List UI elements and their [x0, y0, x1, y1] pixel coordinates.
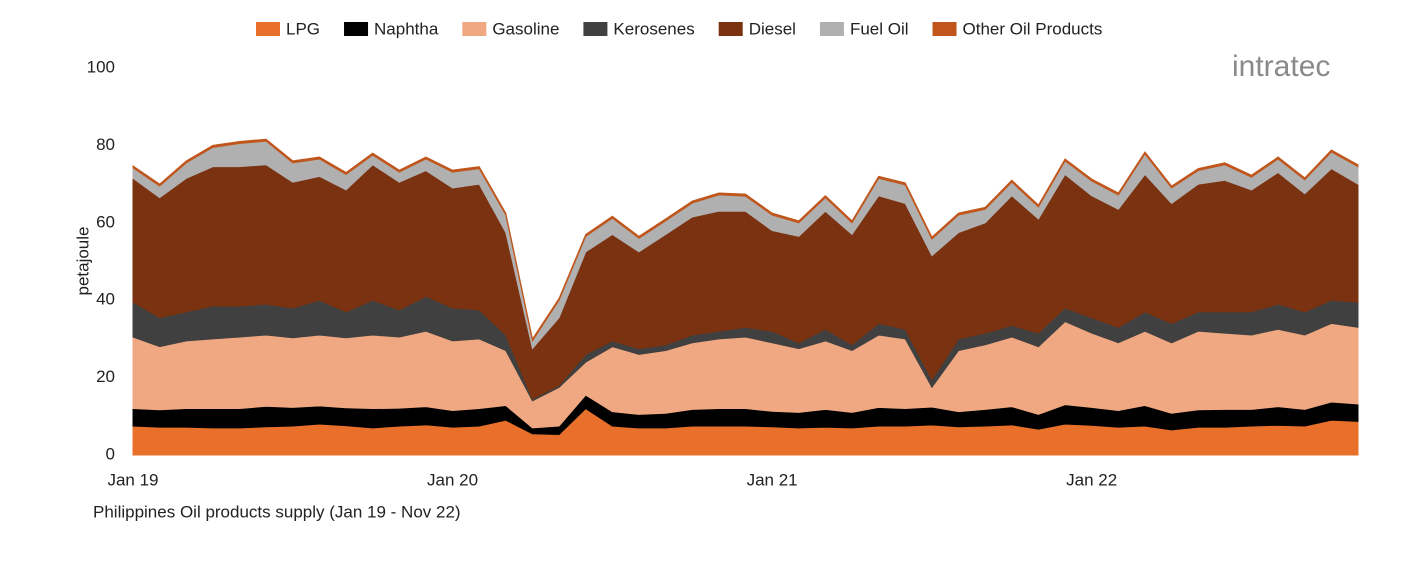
y-axis-label: petajoule	[73, 226, 92, 295]
legend-swatch	[344, 22, 369, 36]
legend-label: Gasoline	[492, 19, 559, 38]
legend-swatch	[932, 22, 957, 36]
legend-label: Fuel Oil	[850, 19, 909, 38]
y-tick-label: 0	[106, 444, 115, 463]
legend-label: Naphtha	[374, 19, 439, 38]
x-tick-label: Jan 22	[1066, 470, 1117, 489]
x-tick-label: Jan 19	[107, 470, 158, 489]
y-tick-label: 40	[96, 290, 115, 309]
legend-label: Diesel	[749, 19, 796, 38]
legend-swatch	[462, 22, 487, 36]
logo: intratec	[1232, 50, 1330, 83]
x-tick-label: Jan 21	[747, 470, 798, 489]
caption: Philippines Oil products supply (Jan 19 …	[93, 502, 461, 521]
legend-label: Kerosenes	[613, 19, 694, 38]
legend-swatch	[819, 22, 844, 36]
x-tick-label: Jan 20	[427, 470, 478, 489]
legend-label: LPG	[286, 19, 320, 38]
y-tick-label: 20	[96, 367, 115, 386]
legend-label: Other Oil Products	[963, 19, 1103, 38]
y-tick-label: 80	[96, 135, 115, 154]
legend-swatch	[583, 22, 608, 36]
legend-swatch	[256, 22, 280, 36]
legend-swatch	[718, 22, 743, 36]
y-tick-label: 60	[96, 212, 115, 231]
area	[132, 138, 1359, 343]
y-tick-label: 100	[87, 57, 115, 76]
